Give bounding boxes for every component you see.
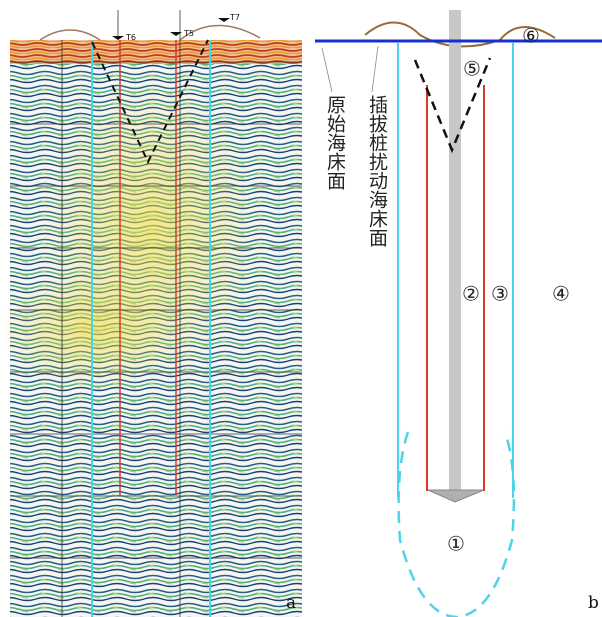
zone-label: ⑥ — [522, 24, 540, 48]
zone-label: ② — [462, 282, 480, 306]
zone-label: ⑤ — [463, 57, 481, 81]
pile-tip — [428, 490, 484, 502]
zone-label: ③ — [491, 282, 509, 306]
annotation: 原始海床面 — [324, 95, 346, 190]
panel-a: T6 T5 T7 a — [0, 10, 302, 617]
pointer — [322, 46, 378, 92]
figure: T6 T5 T7 a 原始海床面 插拔桩扰动海床面 ① ② ③ ④ ⑤ ⑥ b — [0, 0, 602, 617]
panel-b: 原始海床面 插拔桩扰动海床面 ① ② ③ ④ ⑤ ⑥ b — [315, 10, 602, 617]
marker-label: T5 — [183, 29, 194, 38]
panel-label: a — [286, 593, 296, 613]
seabed-profile — [40, 25, 260, 40]
marker-label: T7 — [229, 13, 240, 22]
marker-label: T6 — [125, 33, 136, 42]
seafloor-band — [10, 40, 302, 64]
zone-label: ① — [447, 532, 465, 556]
panel-label: b — [588, 593, 599, 613]
zone-label: ④ — [552, 282, 570, 306]
annotation: 插拔桩扰动海床面 — [366, 95, 388, 247]
pile — [449, 10, 461, 492]
